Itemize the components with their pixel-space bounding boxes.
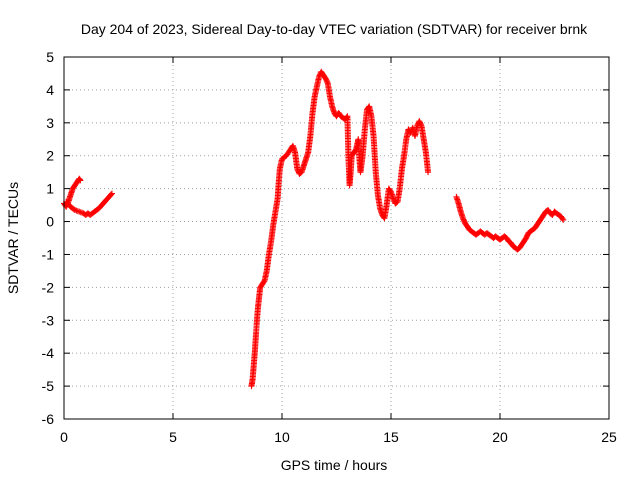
data-points: [61, 68, 567, 390]
x-tick-label: 15: [383, 429, 399, 445]
data-point: [108, 191, 115, 198]
x-tick-label: 20: [492, 429, 508, 445]
data-point: [560, 216, 567, 223]
x-tick-labels: 0 5 10 15 20 25: [60, 429, 617, 445]
axis-ticks: [63, 56, 610, 420]
y-axis-label: SDTVAR / TECUs: [5, 182, 21, 294]
y-tick-label: -2: [42, 279, 55, 295]
x-axis-label: GPS time / hours: [281, 457, 388, 473]
x-tick-label: 0: [60, 429, 68, 445]
data-point: [425, 169, 432, 176]
y-tick-label: -1: [42, 246, 55, 262]
y-tick-label: 0: [46, 214, 54, 230]
plot-frame: [63, 56, 610, 420]
data-point: [559, 215, 566, 222]
y-tick-label: 5: [46, 49, 54, 65]
y-tick-label: -3: [42, 312, 55, 328]
y-tick-labels: -6 -5 -4 -3 -2 -1 0 1 2 3 4 5: [42, 49, 55, 427]
y-tick-label: -6: [42, 411, 55, 427]
data-point: [77, 177, 84, 184]
y-tick-label: 4: [46, 82, 54, 98]
y-tick-label: 1: [46, 181, 54, 197]
x-tick-label: 5: [169, 429, 177, 445]
y-tick-label: -5: [42, 378, 55, 394]
y-tick-label: -4: [42, 345, 55, 361]
chart-title: Day 204 of 2023, Sidereal Day-to-day VTE…: [81, 21, 588, 37]
grid-lines: [64, 57, 609, 419]
y-tick-label: 3: [46, 115, 54, 131]
y-tick-label: 2: [46, 148, 54, 164]
x-tick-label: 10: [274, 429, 290, 445]
x-tick-label: 25: [601, 429, 617, 445]
data-point: [108, 190, 115, 197]
